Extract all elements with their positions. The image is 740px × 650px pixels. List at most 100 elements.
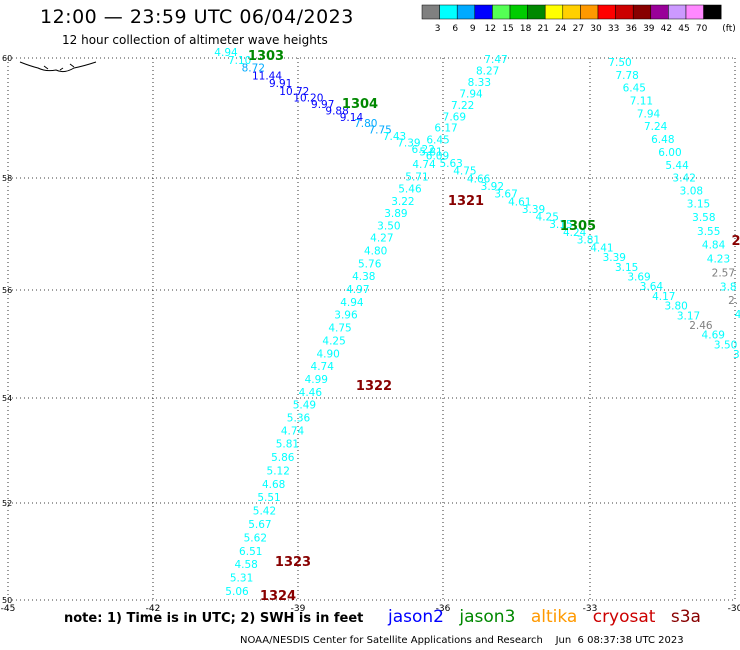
coastline-greenland [19,61,97,73]
swh-value: 4.17 [652,291,675,303]
swh-value: 3.67 [494,189,517,201]
wave-height-color-legend: 3 6 9 12 15 18 21 24 27 30 33 36 39 42 45 70 (ft) [421,4,736,34]
swh-value: 2.57 [712,267,735,279]
swh-value: 5.36 [287,413,311,425]
swh-value: 5.12 [267,465,290,477]
swh-value: 7.39 [397,137,420,149]
legend-label: 33 [608,24,619,34]
legend-label: 9 [470,24,476,34]
swh-value: 7.47 [484,54,507,66]
legend-label: 45 [678,24,689,34]
swh-value: 3.50 [714,339,737,351]
swh-value: 3.50 [377,220,400,232]
swh-value: 3.96 [334,310,358,322]
legend-swatch [703,4,722,20]
swh-value: 4.94 [340,297,364,309]
swh-value: 4.74 [311,361,335,373]
footer-credit: NOAA/NESDIS Center for Satellite Applica… [240,635,684,646]
swh-value: 5.06 [225,586,249,598]
swh-value: 3.8 [720,281,737,293]
swh-value: 5.62 [244,532,267,544]
swh-value: 4.25 [322,335,345,347]
lat-label: 58 [2,174,12,183]
swh-value: 4.69 [702,330,725,342]
lat-label: 52 [2,499,12,508]
satellite-altika: altika [530,607,578,627]
swh-value: 4.97 [346,284,369,296]
swh-value: 7.94 [459,88,483,100]
swh-value: 7.22 [451,100,474,112]
legend-label: 21 [537,24,548,34]
swh-value: 6.45 [623,83,646,95]
swh-value: 7.69 [443,111,466,123]
swh-value: 7.43 [383,131,406,143]
swh-value: 4.68 [262,479,285,491]
swh-value: 9.88 [325,105,348,117]
swh-value: 9.14 [340,112,364,124]
swh-value: 9.97 [311,99,334,111]
swh-value: 4.75 [328,323,351,335]
track-id: 1305 [560,219,596,234]
swh-value: 3.58 [692,212,715,224]
swh-value: 7.80 [354,118,377,130]
swh-value: 4.23 [707,254,730,266]
legend-unit: (ft) [722,24,736,34]
legend-label: 18 [520,24,532,34]
swh-value: 3.42 [673,173,696,185]
swh-value: 4.24 [563,227,587,239]
swh-value: 2. [728,295,738,307]
lat-label: 50 [2,596,12,605]
lon-label: -42 [146,604,161,614]
track-id: 1304 [342,97,378,112]
swh-value: 4.99 [305,374,328,386]
swh-value: 5.51 [257,492,280,504]
swh-value: 5.31 [230,573,253,585]
swh-value: 3.92 [481,181,504,193]
legend-label: 6 [452,24,458,34]
legend-label: 36 [625,24,637,34]
swh-value: 4 [735,309,740,321]
swh-value: 3.55 [697,226,720,238]
swh-value: 4.58 [234,559,257,571]
map-title: 12:00 — 23:59 UTC 06/04/2023 [40,6,354,28]
swh-value: 6.17 [434,123,457,135]
swh-value: 4.41 [590,242,613,254]
track-id: 1321 [448,194,484,209]
swh-value: 3.89 [384,208,407,220]
swh-value: 3.64 [640,281,664,293]
swh-value: 4.74 [412,159,436,171]
track-id: 1324 [260,589,296,604]
track-id: 1323 [275,555,311,570]
swh-value: 11.44 [252,70,282,82]
satellite-s3a: s3a [670,607,701,627]
swh-value: 7.78 [615,70,638,82]
swh-value: 5.44 [665,160,689,172]
swh-value: 3. [733,349,740,361]
swh-value: 6.09 [426,150,449,162]
legend-label: 24 [555,24,567,34]
legend-label: 70 [696,24,708,34]
legend-label: 12 [485,24,496,34]
swh-value: 5.86 [271,452,295,464]
lon-label: -30 [728,604,740,614]
legend-label: 27 [573,24,584,34]
lat-label: 60 [2,54,12,63]
swh-value: 5.81 [419,147,442,159]
legend-label: 30 [590,24,602,34]
satellite-jason3: jason3 [459,607,516,627]
swh-value: 4.38 [352,271,375,283]
swh-value: 7.75 [368,125,391,137]
satellite-tracks: 4.947.108.7211.449.9110.7210.209.979.889… [214,47,740,598]
swh-value: 4.80 [364,245,387,257]
lon-label: -39 [291,604,306,614]
units-note: note: 1) Time is in UTC; 2) SWH is in fe… [64,611,364,626]
swh-value: 8.27 [476,65,499,77]
swh-value: 4.25 [536,212,559,224]
swh-value: 6.48 [651,134,674,146]
swh-value: 7.24 [644,121,668,133]
swh-value: 8.72 [242,63,265,75]
swh-value: 9.91 [269,78,292,90]
swh-value: 3.15 [615,262,638,274]
lat-label: 56 [2,286,12,295]
lat-label: 54 [2,394,12,403]
